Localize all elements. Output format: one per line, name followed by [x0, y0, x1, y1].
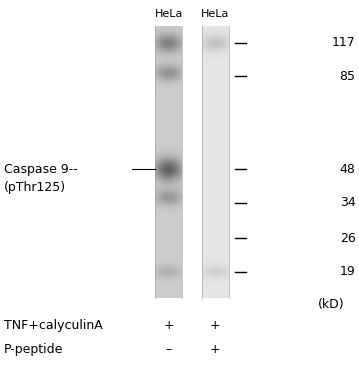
- Text: HeLa: HeLa: [201, 9, 230, 19]
- Text: 19: 19: [340, 265, 355, 278]
- Text: 117: 117: [332, 36, 355, 49]
- Text: (pThr125): (pThr125): [4, 182, 66, 194]
- Text: +: +: [210, 343, 221, 356]
- Text: TNF+calyculinA: TNF+calyculinA: [4, 319, 102, 332]
- Text: +: +: [163, 319, 174, 332]
- Text: HeLa: HeLa: [154, 9, 183, 19]
- Text: 85: 85: [339, 70, 355, 83]
- Text: +: +: [210, 319, 221, 332]
- Text: 34: 34: [340, 196, 355, 209]
- Text: Caspase 9--: Caspase 9--: [4, 163, 77, 176]
- Text: P-peptide: P-peptide: [4, 343, 63, 356]
- Text: 26: 26: [340, 232, 355, 244]
- Text: 48: 48: [340, 163, 355, 176]
- Text: (kD): (kD): [318, 298, 345, 311]
- Text: –: –: [165, 343, 172, 356]
